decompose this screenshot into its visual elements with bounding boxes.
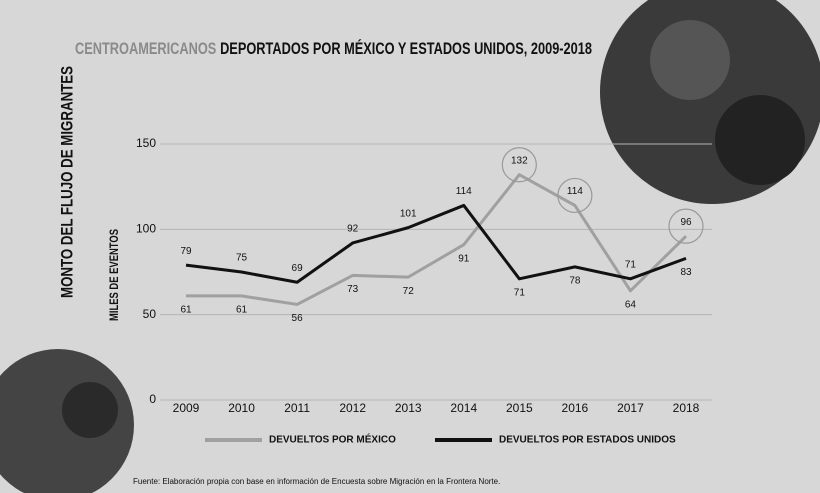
data-label: 75 [236,253,248,264]
photo-detail [650,20,730,100]
x-tick-label: 2012 [339,401,366,415]
highlight-circle [501,147,537,183]
data-label: 96 [680,217,692,228]
plot-area: 0 50 100 150 2009 2010 2011 2012 2013 2014 2015 201… [136,136,712,415]
source-note: Fuente: Elaboración propia con base en i… [133,477,500,486]
y-tick-label: 50 [143,307,157,321]
y-axis-label: MILES DE EVENTOS [107,229,121,321]
data-label: 79 [180,246,192,257]
x-tick-label: 2015 [506,401,533,415]
data-label: 92 [347,224,359,235]
data-label: 56 [292,313,304,324]
title-highlight: CENTROAMERICANOS [75,39,216,58]
data-label: 61 [236,305,248,316]
data-label: 71 [625,259,637,270]
x-tick-label: 2009 [173,401,200,415]
side-label: MONTO DEL FLUJO DE MIGRANTES [57,66,76,298]
x-tick-label: 2014 [450,401,477,415]
highlight-circle [557,177,593,214]
chart-title: CENTROAMERICANOSDEPORTADOS POR MÉXICO Y … [75,39,592,58]
data-label: 101 [400,208,417,219]
data-label: 114 [456,186,472,197]
data-label: 83 [680,267,692,278]
legend-label: DEVUELTOS POR MÉXICO [269,433,396,446]
photo-detail [715,95,805,185]
highlight-circle [668,208,704,244]
series-line [185,203,687,284]
series-line [186,173,688,306]
x-tick-label: 2017 [617,401,644,415]
data-label: 61 [180,305,192,316]
data-label: 72 [403,286,415,297]
data-label: 69 [292,263,304,274]
x-tick-label: 2010 [228,401,255,415]
x-tick-label: 2013 [395,401,422,415]
legend-label: DEVUELTOS POR ESTADOS UNIDOS [499,435,676,446]
y-tick-label: 100 [136,222,156,236]
y-tick-label: 0 [149,392,156,406]
data-label: 114 [567,186,583,197]
photo-detail [62,382,118,438]
x-tick-label: 2018 [673,401,700,415]
x-tick-label: 2016 [562,401,589,415]
data-label: 78 [569,276,581,287]
data-label: 132 [511,155,528,166]
x-tick-label: 2011 [284,401,310,415]
data-label: 91 [458,253,470,264]
title-main: DEPORTADOS POR MÉXICO Y ESTADOS UNIDOS, … [220,39,592,58]
data-label: 64 [625,299,637,310]
data-label: 71 [514,287,526,298]
y-tick-label: 150 [136,136,156,150]
data-label: 73 [347,284,359,295]
